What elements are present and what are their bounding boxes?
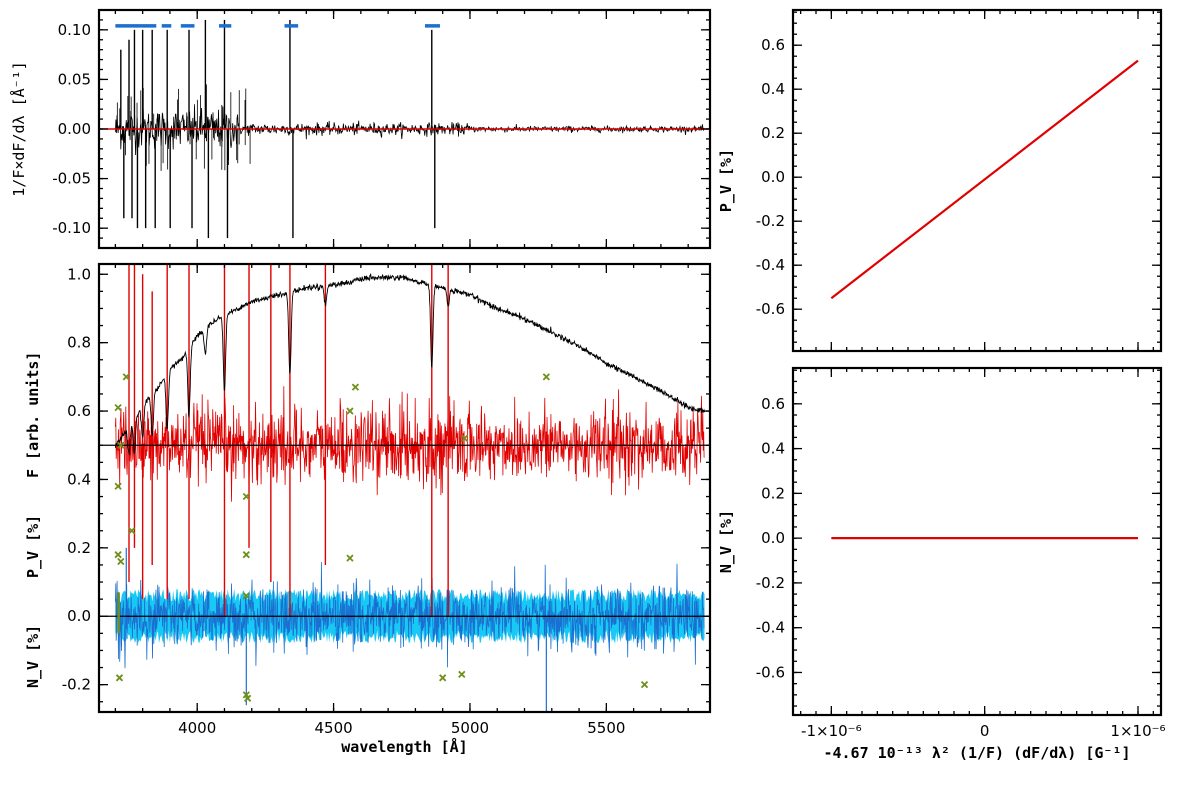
y-tick-label: -0.6 bbox=[756, 663, 785, 681]
y-tick-label: -0.2 bbox=[756, 574, 785, 592]
y-tick-label: 0.8 bbox=[67, 334, 91, 352]
plot-frame bbox=[97, 262, 712, 714]
y-tick-label: 0.2 bbox=[67, 539, 91, 557]
nv-line bbox=[115, 562, 705, 669]
x-tick-label: -1×10⁻⁶ bbox=[801, 722, 862, 740]
x-tick-label: 4500 bbox=[314, 719, 352, 737]
y-axis-label-flux: F [arb. units] bbox=[24, 352, 42, 478]
outlier-marker bbox=[128, 527, 136, 535]
y-tick-label: -0.2 bbox=[756, 212, 785, 230]
y-tick-label: 0.4 bbox=[761, 80, 785, 98]
y-axis-label: P_V [%] bbox=[717, 149, 735, 212]
outlier-marker bbox=[242, 592, 250, 600]
outlier-marker bbox=[114, 403, 122, 412]
pv-line bbox=[115, 386, 705, 502]
y-tick-label: 0.2 bbox=[761, 484, 785, 502]
outlier-marker bbox=[117, 441, 125, 449]
y-tick-label: 0.2 bbox=[761, 124, 785, 142]
y-tick-label: 0.6 bbox=[67, 402, 91, 420]
panel-pv-regression: -0.6 -0.4 -0.2 0.0 0.2 0.4 0.6 P_V [%] bbox=[717, 8, 1163, 353]
y-tick-label: 0.0 bbox=[761, 168, 785, 186]
panel-derivative-spectrum: -0.10 -0.05 0.00 0.05 0.10 1/F×dF/dλ [Å⁻¹] bbox=[9, 8, 712, 250]
fit-line bbox=[830, 59, 1139, 300]
y-tick-label: -0.6 bbox=[756, 300, 785, 318]
outlier-marker bbox=[244, 694, 252, 702]
outlier-marker bbox=[346, 554, 354, 562]
plot-frame bbox=[791, 8, 1163, 353]
x-tick-label: 5000 bbox=[451, 719, 489, 737]
outlier-marker bbox=[439, 674, 447, 682]
outlier-marker bbox=[640, 681, 649, 689]
y-axis-label-pv: P_V [%] bbox=[24, 515, 42, 578]
outlier-marker bbox=[117, 557, 125, 566]
outlier-marker bbox=[346, 407, 354, 415]
y-tick-label: 0.0 bbox=[761, 529, 785, 547]
x-axis-label: wavelength [Å] bbox=[341, 737, 467, 756]
outlier-marker bbox=[115, 674, 124, 682]
y-tick-label: 0.6 bbox=[761, 36, 785, 54]
y-tick-label: -0.10 bbox=[52, 219, 91, 237]
y-tick-label: 0.00 bbox=[58, 120, 91, 138]
y-tick-label: -0.2 bbox=[62, 676, 91, 694]
y-tick-label: -0.4 bbox=[756, 619, 785, 637]
y-tick-label: 0.6 bbox=[761, 395, 785, 413]
y-axis-label: 1/F×dF/dλ [Å⁻¹] bbox=[9, 61, 28, 196]
outlier-marker bbox=[242, 492, 250, 501]
outlier-marker bbox=[351, 383, 360, 391]
y-axis-label: N_V [%] bbox=[717, 510, 735, 573]
outlier-marker bbox=[122, 373, 130, 381]
x-tick-label: 4000 bbox=[178, 719, 216, 737]
x-tick-label: 5500 bbox=[587, 719, 625, 737]
plot-area bbox=[99, 19, 710, 239]
x-axis-label: -4.67 10⁻¹³ λ² (1/F) (dF/dλ) [G⁻¹] bbox=[823, 744, 1130, 762]
outlier-marker bbox=[460, 434, 469, 443]
y-tick-label: -0.05 bbox=[52, 170, 91, 188]
outlier-marker bbox=[114, 551, 122, 559]
plot-frame bbox=[791, 366, 1163, 717]
y-tick-label: 0.4 bbox=[67, 470, 91, 488]
panel-nv-regression: -0.6 -0.4 -0.2 0.0 0.2 0.4 0.6 N_V [%] -1×10⁻⁶ 0 1… bbox=[717, 366, 1166, 762]
y-tick-label: 0.0 bbox=[67, 607, 91, 625]
panel-spectra: -0.2 0.0 0.2 0.4 0.6 0.8 1.0 4000 4500 5000 5500 wa… bbox=[24, 262, 712, 756]
y-tick-label: 0.05 bbox=[58, 70, 91, 88]
flux-line bbox=[114, 273, 705, 455]
outlier-marker bbox=[114, 482, 122, 490]
y-tick-label: 1.0 bbox=[67, 265, 91, 283]
y-tick-label: -0.4 bbox=[756, 256, 785, 274]
outlier-marker bbox=[242, 551, 250, 559]
plot-area bbox=[830, 59, 1139, 300]
outlier-marker bbox=[458, 670, 466, 679]
outlier-marker bbox=[542, 373, 550, 381]
x-tick-label: 0 bbox=[980, 722, 990, 740]
x-tick-label: 1×10⁻⁶ bbox=[1110, 722, 1165, 740]
y-tick-label: 0.4 bbox=[761, 440, 785, 458]
y-axis-label-nv: N_V [%] bbox=[24, 625, 42, 688]
plot-area bbox=[99, 264, 710, 712]
y-axis-label-group: N_V [%] P_V [%] F [arb. units] bbox=[24, 352, 42, 688]
y-tick-label: 0.10 bbox=[58, 21, 91, 39]
